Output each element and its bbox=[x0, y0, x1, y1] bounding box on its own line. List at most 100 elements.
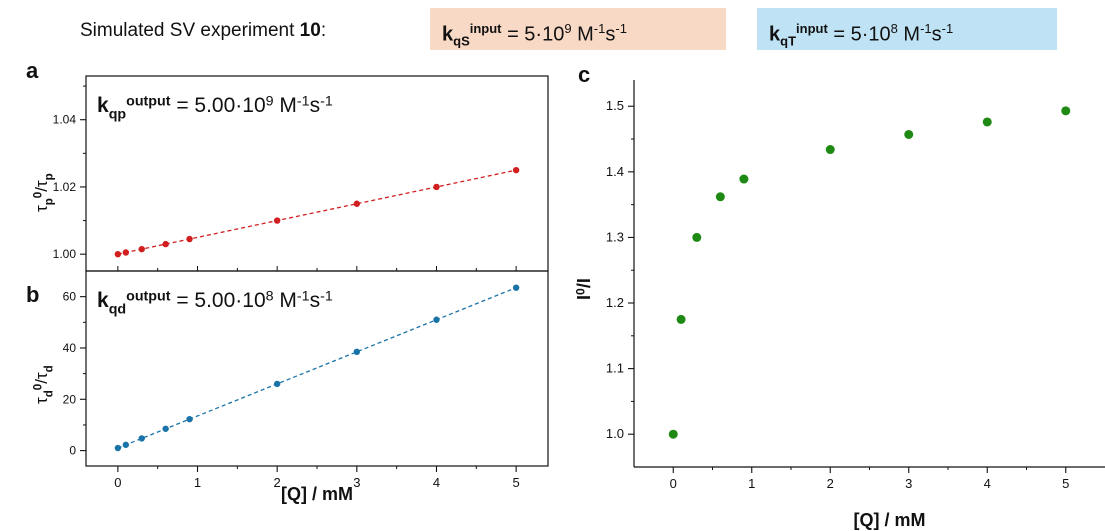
panel-c-letter: c bbox=[578, 62, 590, 87]
panel-b-ytick-label: 60 bbox=[63, 290, 77, 304]
panel-c-data-point bbox=[825, 145, 835, 155]
panel-b-letter: b bbox=[26, 282, 39, 307]
kqs-unit-s: s bbox=[605, 23, 616, 46]
panel-a-data-point bbox=[512, 166, 520, 174]
panel-a-annotation-part-4: 9 bbox=[266, 93, 274, 109]
panel-b-fit-line bbox=[117, 287, 517, 449]
header-title-text: Simulated SV experiment bbox=[80, 20, 295, 41]
panel-c-data-point bbox=[904, 129, 914, 139]
panel-a-ylabel: τp0/τp bbox=[32, 173, 55, 212]
header-title: Simulated SV experiment 10: bbox=[80, 18, 326, 44]
panel-b-ylabel-part-1: d bbox=[43, 390, 55, 397]
panel-b-data-point bbox=[186, 415, 193, 423]
panel-c-xtick-label: 2 bbox=[827, 476, 834, 491]
panel-a-ytick-label: 1.04 bbox=[53, 113, 77, 127]
panel-b-ylabel-part-2: 0 bbox=[33, 384, 45, 390]
panel-a-ylabel-part-2: 0 bbox=[33, 192, 45, 198]
panel-a-annotation-part-0: k bbox=[97, 94, 109, 117]
panel-b-annotation-part-5: M bbox=[274, 289, 297, 312]
panel-c-ytick-label: 1.5 bbox=[606, 98, 624, 113]
panel-a-fit-line bbox=[117, 169, 517, 255]
panel-b-annotation-part-0: k bbox=[97, 289, 109, 312]
panel-b-data-point bbox=[114, 444, 122, 452]
panel-b-annotation-part-2: output bbox=[126, 288, 171, 304]
panel-b-annotation-part-4: 8 bbox=[266, 288, 274, 304]
panel-c-ytick-label: 1.0 bbox=[606, 426, 624, 441]
panel-b-annotation-part-8: -1 bbox=[320, 288, 333, 304]
panel-a-ytick-label: 1.00 bbox=[53, 247, 77, 261]
panel-c-ytick-label: 1.1 bbox=[606, 361, 624, 376]
panel-a-annotation-part-1: qp bbox=[109, 107, 127, 123]
kqt-input-box: kqTinput = 5·108 M-1s-1 bbox=[757, 8, 1057, 50]
panel-b-data-point bbox=[353, 348, 361, 356]
kqs-exponent: 9 bbox=[564, 21, 572, 36]
panel-b-xtick-label: 5 bbox=[513, 475, 520, 490]
panel-b-annotation-part-6: -1 bbox=[297, 288, 310, 304]
panel-a-ytick-label: 1.02 bbox=[53, 180, 77, 194]
panel-a-annotation-part-3: = 5.00·10 bbox=[170, 94, 265, 117]
panel-b-annotation-part-7: s bbox=[310, 289, 321, 312]
panel-c-xtick-label: 3 bbox=[905, 476, 912, 491]
panel-b-ylabel-part-3: /τ bbox=[32, 372, 51, 384]
panel-a-data-point bbox=[353, 200, 361, 207]
kqt-unit-s: s bbox=[931, 23, 942, 46]
panel-a-ylabel-part-3: /τ bbox=[32, 180, 51, 192]
panel-a-ylabel-part-0: τ bbox=[32, 205, 51, 212]
kqs-input-box: kqSinput = 5·109 M-1s-1 bbox=[430, 8, 726, 50]
panel-a-data-point bbox=[114, 250, 122, 258]
kqt-unit-m-exp: -1 bbox=[920, 21, 932, 36]
kqt-unit-s-exp: -1 bbox=[941, 21, 954, 36]
panel-c-ytick-label: 1.2 bbox=[606, 295, 624, 310]
panel-b-ylabel-part-0: τ bbox=[32, 397, 51, 404]
panel-c-xtick-label: 1 bbox=[748, 476, 755, 491]
panel-a-annotation-part-5: M bbox=[274, 94, 297, 117]
panel-b-xlabel: [Q] / mM bbox=[281, 484, 353, 504]
kqt-symbol: k bbox=[769, 23, 781, 46]
kqt-superscript: input bbox=[796, 21, 828, 36]
panel-c-xtick-label: 0 bbox=[670, 476, 677, 491]
panel-a-ylabel-part-4: p bbox=[43, 173, 55, 180]
panel-b-ylabel-part-4: d bbox=[43, 365, 55, 372]
panel-c-ylabel-part-2: /I bbox=[574, 278, 594, 288]
panel-c-ylabel-part-1: 0 bbox=[573, 288, 587, 295]
panel-a-data-point bbox=[138, 245, 145, 253]
kqs-equals: = 5·10 bbox=[501, 23, 565, 46]
panel-b-ytick-label: 0 bbox=[69, 444, 76, 458]
panel-c-xtick-label: 4 bbox=[984, 476, 991, 491]
panel-a-letter: a bbox=[26, 58, 39, 83]
panel-b-annotation-part-3: = 5.00·10 bbox=[170, 289, 265, 312]
panel-b-xtick-label: 0 bbox=[114, 475, 121, 490]
kqt-exponent: 8 bbox=[890, 21, 898, 36]
panel-c-data-point bbox=[692, 232, 702, 242]
panel-c-data-point bbox=[715, 192, 725, 202]
panel-a-data-point bbox=[162, 240, 169, 248]
panel-a-ylabel-part-1: p bbox=[43, 198, 55, 205]
panel-b-data-point bbox=[122, 441, 130, 449]
panel-a-annotation-part-7: s bbox=[310, 94, 321, 117]
panel-b-xtick-label: 2 bbox=[274, 475, 281, 490]
panel-a-annotation-part-6: -1 bbox=[297, 93, 310, 109]
panel-c-ylabel: I0/I bbox=[573, 278, 594, 300]
panel-b-data-point bbox=[512, 284, 520, 291]
panel-c-ylabel-part-0: I bbox=[574, 295, 594, 300]
panel-b-xtick-label: 3 bbox=[353, 475, 360, 490]
panel-a-data-point bbox=[433, 183, 440, 191]
panel-b-annotation-part-1: qd bbox=[109, 302, 126, 318]
panel-a-data-point bbox=[186, 235, 193, 243]
experiment-number: 10 bbox=[299, 20, 321, 41]
panel-c-data-point bbox=[982, 117, 992, 127]
panel-b-data-point bbox=[162, 425, 169, 432]
kqs-unit-s-exp: -1 bbox=[615, 21, 627, 36]
panel-b-ytick-label: 20 bbox=[63, 392, 77, 406]
panel-b-ylabel: τd0/τd bbox=[32, 365, 55, 404]
panel-c-ytick-label: 1.3 bbox=[606, 229, 624, 244]
kqs-unit-m: M bbox=[571, 23, 594, 46]
panel-b-xtick-label: 1 bbox=[194, 475, 201, 490]
panel-a-annotation: kqpoutput = 5.00·109 M-1s-1 bbox=[97, 93, 333, 122]
panel-a-annotation-part-2: output bbox=[126, 93, 171, 109]
kqt-unit-m: M bbox=[897, 23, 921, 46]
panel-b-data-point bbox=[273, 380, 281, 388]
panel-c-data-point bbox=[739, 174, 749, 184]
header-colon: : bbox=[320, 20, 327, 41]
panel-b-ytick-label: 40 bbox=[63, 341, 77, 355]
